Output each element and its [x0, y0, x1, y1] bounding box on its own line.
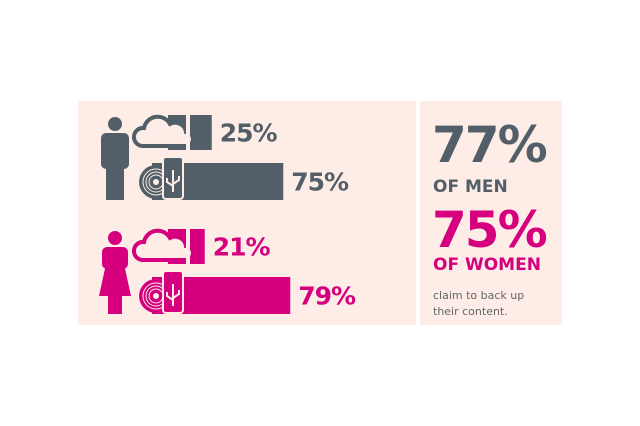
note-line-1: claim to back up — [433, 289, 524, 302]
women-percent: 75% — [432, 201, 547, 259]
note-line-2: their content. — [433, 305, 508, 318]
disc-usb-icon — [139, 156, 184, 200]
women-value-label: 79% — [298, 282, 356, 311]
cloud-icon — [132, 114, 195, 150]
men-value-label: 75% — [291, 168, 349, 197]
men-figure-icon — [101, 117, 129, 200]
cloud-icon — [132, 228, 195, 264]
women-value-label: 21% — [213, 233, 271, 262]
women-figure-icon — [99, 231, 131, 314]
women-label: OF WOMEN — [433, 255, 541, 275]
men-percent: 77% — [432, 116, 547, 174]
disc-usb-icon — [139, 270, 184, 314]
men-label: OF MEN — [433, 177, 508, 197]
summary-panel — [420, 101, 562, 325]
men-value-label: 25% — [220, 119, 278, 148]
